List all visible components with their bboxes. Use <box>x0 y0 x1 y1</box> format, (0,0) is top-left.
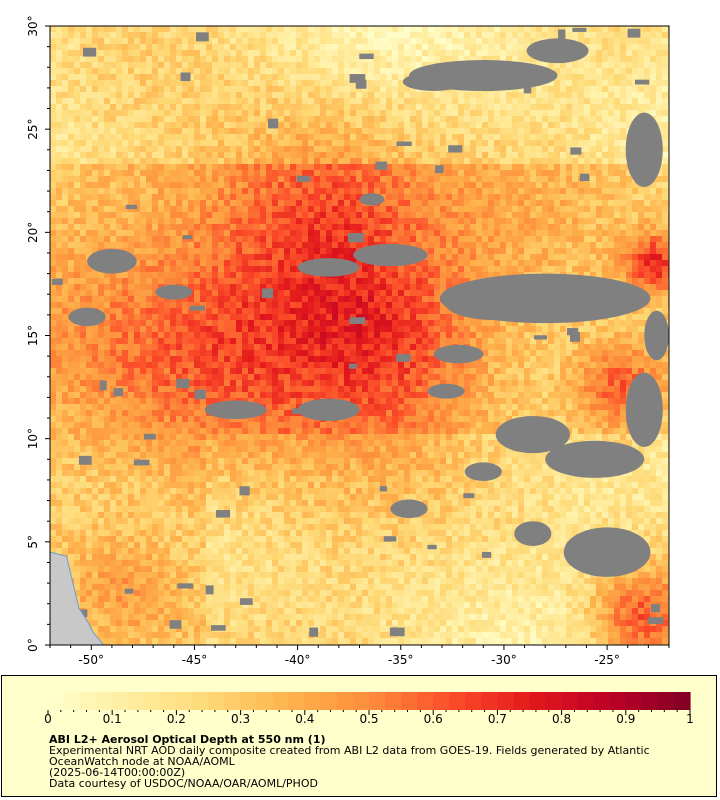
colorbar-cell <box>304 692 322 710</box>
lat-tick-label: 25° <box>26 119 40 140</box>
legend-description-line-2: OceanWatch node at NOAA/AOML <box>49 755 235 768</box>
no-data-regions <box>51 27 669 637</box>
colorbar-cell <box>657 692 675 710</box>
colorbar-cells <box>48 692 691 710</box>
aod-field <box>50 26 669 645</box>
legend-timestamp: (2025-06-14T00:00:00Z) <box>49 766 186 779</box>
colorbar-tick-label: 0.4 <box>295 712 314 726</box>
colorbar-cell <box>144 692 161 710</box>
colorbar-tick-label: 1 <box>686 712 694 726</box>
colorbar-ticks: 0 0.1 0.2 0.3 0.4 0.5 0.6 0.7 0.8 0.9 1 <box>44 710 694 726</box>
colorbar-cell <box>609 692 627 710</box>
colorbar-cell <box>529 692 547 710</box>
lat-tick-label: 20° <box>26 222 40 243</box>
lon-tick-label: -45° <box>182 653 208 667</box>
colorbar-cell <box>256 692 274 710</box>
colorbar-cell <box>64 692 81 710</box>
south-america-land <box>50 551 105 645</box>
colorbar-cell <box>417 692 434 710</box>
lat-tick-label: 10° <box>26 428 40 449</box>
lon-tick-label: -35° <box>388 653 414 667</box>
colorbar-cell <box>208 692 226 710</box>
colorbar-cell <box>224 692 242 710</box>
legend-title: ABI L2+ Aerosol Optical Depth at 550 nm … <box>49 733 326 746</box>
lon-tick-label: -50° <box>78 653 104 667</box>
lon-tick-label: -30° <box>491 653 517 667</box>
colorbar-cell <box>112 692 129 710</box>
colorbar-tick-label: 0.5 <box>359 712 378 726</box>
legend-panel: 0 0.1 0.2 0.3 0.4 0.5 0.6 0.7 0.8 0.9 1 ABI L2+ Ae… <box>1 675 717 797</box>
colorbar-cell <box>160 692 177 710</box>
colorbar-cell <box>625 692 643 710</box>
colorbar-cell <box>272 692 290 710</box>
colorbar-cell <box>240 692 258 710</box>
colorbar-cell <box>96 692 113 710</box>
colorbar-cell <box>385 692 402 710</box>
colorbar-cell <box>369 692 386 710</box>
colorbar-cell <box>401 692 418 710</box>
colorbar-cell <box>176 692 194 710</box>
colorbar-cell <box>545 692 563 710</box>
colorbar-cell <box>336 692 354 710</box>
longitude-axis: -50° -45° -40° -35° -30° -25° <box>49 645 670 667</box>
lat-tick-label: 30° <box>26 15 40 36</box>
lon-tick-label: -25° <box>594 653 620 667</box>
legend-description-line-1: Experimental NRT AOD daily composite cre… <box>49 744 650 757</box>
colorbar-cell <box>288 692 306 710</box>
colorbar-tick-label: 0.7 <box>488 712 507 726</box>
colorbar-cell <box>192 692 210 710</box>
land-mass <box>50 551 105 645</box>
colorbar-cell <box>561 692 579 710</box>
colorbar-cell <box>352 692 370 710</box>
colorbar-cell <box>481 692 498 710</box>
colorbar-cell <box>449 692 466 710</box>
lat-tick-label: 5° <box>26 535 40 549</box>
legend-credit: Data courtesy of USDOC/NOAA/OAR/AOML/PHO… <box>49 777 318 790</box>
colorbar-tick-label: 0.6 <box>424 712 443 726</box>
colorbar-cell <box>320 692 338 710</box>
colorbar: 0 0.1 0.2 0.3 0.4 0.5 0.6 0.7 0.8 0.9 1 <box>44 692 694 726</box>
colorbar-tick-label: 0.9 <box>616 712 635 726</box>
colorbar-cell <box>497 692 515 710</box>
lat-tick-label: 0° <box>26 638 40 652</box>
colorbar-tick-label: 0.3 <box>231 712 250 726</box>
colorbar-cell <box>513 692 531 710</box>
colorbar-cell <box>641 692 659 710</box>
colorbar-cell <box>48 692 65 710</box>
lon-tick-label: -40° <box>285 653 311 667</box>
colorbar-cell <box>577 692 595 710</box>
colorbar-cell <box>80 692 97 710</box>
colorbar-cell <box>433 692 450 710</box>
latitude-axis: 0° 5° 10° 15° 20° 25° 30° <box>26 15 50 652</box>
aod-map: 0° 5° 10° 15° 20° 25° 30° -50° -45° -40° -35° -30°… <box>26 15 670 667</box>
colorbar-tick-label: 0 <box>44 712 52 726</box>
colorbar-cell <box>465 692 482 710</box>
colorbar-cell <box>128 692 145 710</box>
colorbar-tick-label: 0.2 <box>167 712 186 726</box>
colorbar-cell <box>593 692 611 710</box>
colorbar-tick-label: 0.1 <box>103 712 122 726</box>
lat-tick-label: 15° <box>26 325 40 346</box>
colorbar-tick-label: 0.8 <box>552 712 571 726</box>
colorbar-cell <box>673 692 691 710</box>
